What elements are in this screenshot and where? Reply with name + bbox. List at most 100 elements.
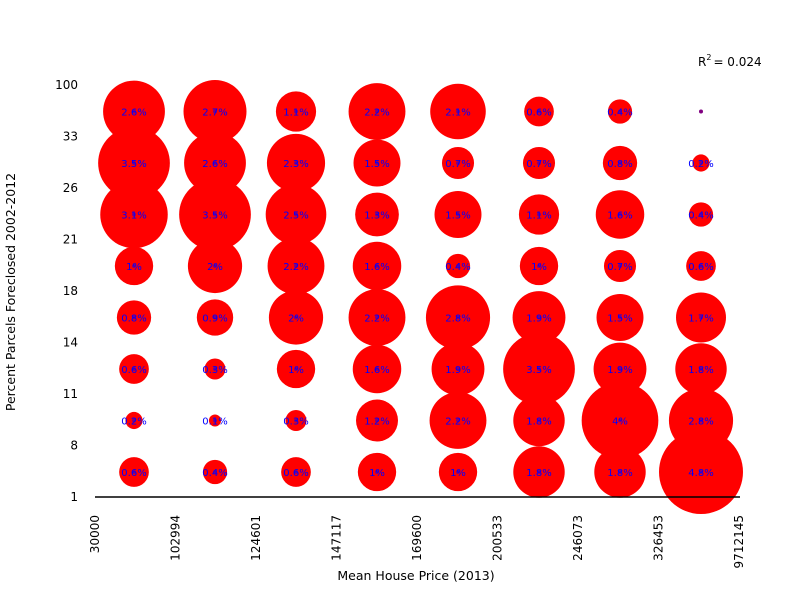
- bubble-percent-label: 1%: [531, 262, 547, 273]
- bubble-center-dot: [618, 470, 622, 474]
- bubble-center-dot: [375, 109, 379, 114]
- bubble-percent-label: 1.9%: [607, 365, 632, 376]
- bubble-percent-label: 3.5%: [526, 365, 551, 376]
- bubble-percent-label: 1.7%: [688, 314, 713, 325]
- bubble-percent-label: 2.8%: [688, 417, 713, 428]
- bubble-percent-label: 1.6%: [364, 365, 389, 376]
- x-tick-labels: 30000 102994 124601 147117 169600 200533 24607…: [88, 515, 746, 568]
- bubble-center-dot: [618, 161, 622, 165]
- bubble-center-dot: [537, 264, 541, 268]
- bubble-percent-label: 1.9%: [526, 314, 551, 325]
- bubble-center-dot: [456, 315, 460, 320]
- bubble-center-dot: [294, 418, 298, 423]
- bubble-center-dot: [699, 367, 703, 371]
- bubble-center-dot: [618, 418, 622, 423]
- bubble-percent-label: 4.8%: [688, 468, 713, 479]
- bubble-center-dot: [213, 264, 217, 268]
- x-tick-label: 102994: [169, 515, 183, 561]
- bubble-center-dot: [456, 212, 460, 217]
- bubble-center-dot: [456, 418, 460, 423]
- bubble-center-dot: [213, 212, 217, 217]
- bubble-center-dot: [213, 161, 217, 165]
- bubble-center-dot: [699, 418, 703, 423]
- x-tick-label: 326453: [652, 515, 666, 561]
- bubble-center-dot: [375, 418, 379, 423]
- bubble-center-dot: [618, 315, 622, 320]
- bubble-percent-label: 2.7%: [202, 108, 227, 119]
- bubble-center-dot: [294, 264, 298, 268]
- bubble-percent-label: 1.5%: [445, 211, 470, 222]
- bubble-center-dot: [618, 109, 622, 114]
- bubble-center-dot: [456, 264, 460, 268]
- bubble-percent-label: 0.8%: [121, 314, 146, 325]
- bubble-center-dot: [132, 470, 136, 474]
- bubble-percent-label: 2.8%: [445, 314, 470, 325]
- bubble-center-dot: [132, 109, 136, 114]
- bubble-percent-label: 2.6%: [121, 108, 146, 119]
- bubble-percent-label: 1.6%: [364, 262, 389, 273]
- bubble-center-dot: [132, 315, 136, 320]
- bubble-center-dot: [294, 212, 298, 217]
- bubble-percent-label: 1%: [126, 262, 142, 273]
- bubble-percent-label: 0.3%: [202, 365, 227, 376]
- bubble-percent-label: 2.2%: [445, 417, 470, 428]
- bubble-percent-label: 1.8%: [607, 468, 632, 479]
- x-axis-title: Mean House Price (2013): [337, 568, 494, 583]
- x-tick-label: 169600: [410, 515, 424, 561]
- bubble-center-dot: [375, 367, 379, 371]
- bubble-center-dot: [294, 109, 298, 114]
- bubble-percent-label: 2.6%: [202, 159, 227, 170]
- y-tick-label: 14: [63, 336, 78, 350]
- x-tick-label: 30000: [88, 515, 102, 553]
- bubble-center-dot: [537, 470, 541, 474]
- bubble-percent-label: 2.3%: [283, 159, 308, 170]
- y-tick-label: 33: [63, 130, 78, 144]
- bubble-center-dot: [375, 315, 379, 320]
- bubble-center-dot: [294, 367, 298, 371]
- bubble-percent-label: 0.4%: [688, 211, 713, 222]
- bubble-percent-label: 3.1%: [121, 211, 146, 222]
- bubble-percent-label: 1.5%: [607, 314, 632, 325]
- x-tick-label: 9712145: [732, 515, 746, 568]
- bubble-percent-label: 0.9%: [202, 314, 227, 325]
- bubble-center-dot: [537, 109, 541, 114]
- bubble-center-dot: [375, 161, 379, 165]
- bubble-percent-label: 1.8%: [526, 417, 551, 428]
- bubble-percent-label: 0.7%: [607, 262, 632, 273]
- bubble-percent-label: 0.7%: [526, 159, 551, 170]
- bubble-center-dot: [132, 161, 136, 165]
- bubble-percent-label: 1%: [288, 365, 304, 376]
- bubble-percent-label: 0.2%: [688, 159, 713, 170]
- y-tick-label: 11: [63, 387, 78, 401]
- bubble-percent-label: 0.6%: [688, 262, 713, 273]
- bubble-center-dot: [132, 212, 136, 217]
- bubble-center-dot: [132, 367, 136, 371]
- bubble-layer: [98, 80, 743, 514]
- bubble-percent-label: 1.9%: [445, 365, 470, 376]
- bubble-percent-label: 1.6%: [607, 211, 632, 222]
- bubble-center-dot: [132, 264, 136, 268]
- bubble-center-dot: [213, 315, 217, 320]
- bubble-percent-label: 1.2%: [364, 417, 389, 428]
- bubble-center-dot: [699, 470, 703, 474]
- y-tick-label: 21: [63, 233, 78, 247]
- bubble-center-dot: [294, 315, 298, 320]
- bubble-percent-label: 1%: [369, 468, 385, 479]
- bubble-center-dot: [537, 418, 541, 423]
- bubble-percent-label: 0.6%: [121, 468, 146, 479]
- bubble-percent-label: 1%: [450, 468, 466, 479]
- bubble-center-dot: [375, 470, 379, 474]
- y-axis-title: Percent Parcels Foreclosed 2002-2012: [3, 173, 18, 411]
- bubble-center-dot: [699, 264, 703, 268]
- bubble-center-dot: [618, 264, 622, 268]
- bubble-percent-label: 3.5%: [121, 159, 146, 170]
- bubble-center-dot: [294, 161, 298, 165]
- bubble-percent-label: 2.2%: [364, 314, 389, 325]
- y-tick-label: 1: [70, 490, 78, 504]
- bubble-percent-label: 0.2%: [121, 417, 146, 428]
- bubble-percent-label: 0.6%: [283, 468, 308, 479]
- bubble-center-dot: [294, 470, 298, 474]
- bubble-center-dot: [132, 418, 136, 423]
- bubble-percent-label: 2%: [207, 262, 223, 273]
